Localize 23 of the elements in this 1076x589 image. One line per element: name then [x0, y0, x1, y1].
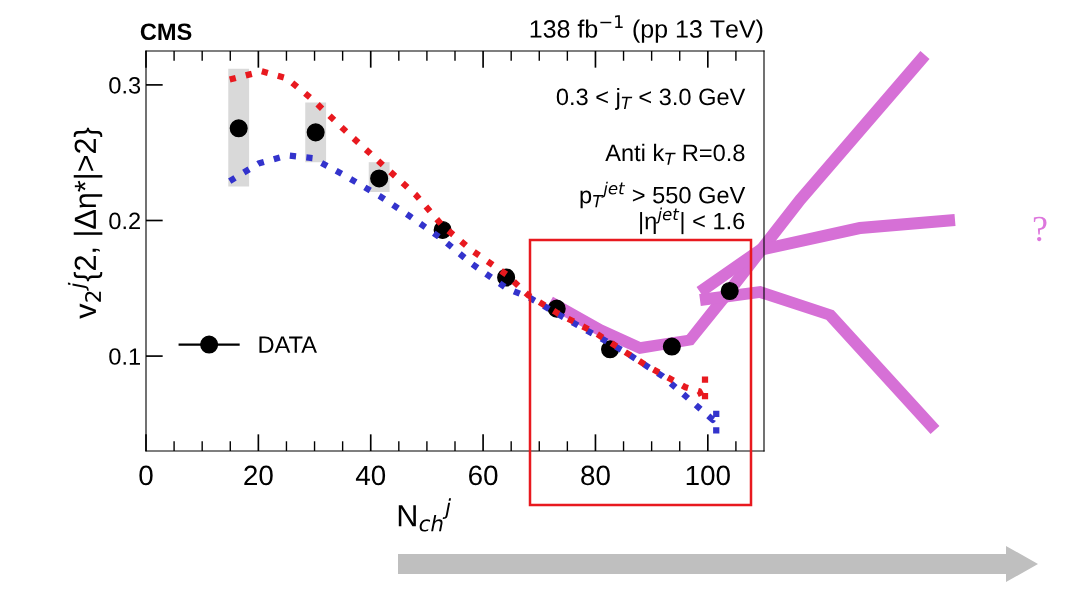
annotation: |η$^{jet}$| < 1.6	[640, 207, 745, 235]
y-tick-label: 0.3	[109, 76, 141, 94]
point	[370, 169, 389, 188]
x-tick-label: 60	[469, 465, 498, 486]
legend-label: DATA	[259, 336, 317, 353]
x-axis-title: N$_{ch}$$^{j}$	[398, 498, 452, 532]
point	[306, 123, 325, 142]
chart-title: CMS	[140, 23, 192, 41]
y-tick-label: 0.2	[109, 212, 140, 230]
x-tick-label: 40	[355, 465, 386, 486]
point	[229, 119, 248, 138]
point	[662, 337, 681, 356]
x-tick-label: 20	[244, 465, 273, 486]
y-axis-title: v$_{2}$$^{j}${2, |Δη*|>2}	[67, 127, 103, 319]
annotation: 0.3 < j$_{T}$ < 3.0 GeV	[556, 87, 746, 110]
y-tick-label: 0.1	[109, 348, 140, 365]
text: ?	[1033, 216, 1047, 242]
x-tick-label: 100	[686, 465, 730, 486]
x-tick-label: 0	[139, 465, 153, 486]
chart-subtitle: 138 fb$^{−1}$ (pp 13 TeV)	[530, 15, 763, 43]
x-tick-label: 80	[581, 465, 610, 486]
annotation: Anti k$_{T}$ R=0.8	[605, 143, 745, 165]
point	[720, 281, 739, 301]
